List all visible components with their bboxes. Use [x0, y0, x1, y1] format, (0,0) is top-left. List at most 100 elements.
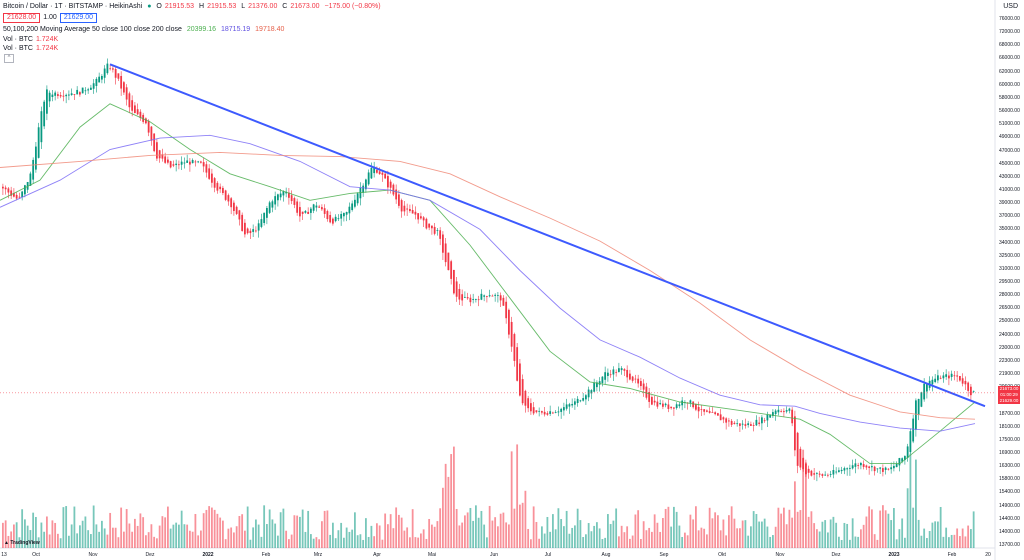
volume-bar	[541, 526, 543, 548]
candle-body	[271, 201, 274, 208]
volume-bar	[565, 510, 568, 548]
volume-bar	[651, 531, 653, 548]
ma-legend-label[interactable]: 50,100,200 Moving Average 50 close 100 c…	[3, 26, 182, 33]
volume-bar	[601, 539, 604, 548]
volume-bar	[334, 538, 337, 548]
volume-bar	[266, 524, 268, 548]
time-tick-label: Apr	[373, 552, 381, 558]
candle-body	[186, 160, 189, 163]
volume-bar	[585, 534, 587, 548]
candle-body	[417, 213, 420, 220]
volume-bar	[389, 514, 392, 548]
vol1-label[interactable]: Vol · BTC	[3, 36, 33, 43]
volume-bar	[233, 532, 235, 548]
volume-bar	[684, 532, 686, 548]
candle-body	[948, 375, 950, 379]
candle-body	[403, 205, 406, 212]
candle-body	[494, 294, 497, 296]
volume-bar	[205, 509, 208, 548]
candle-body	[274, 196, 277, 205]
price-tick-label: 35000.00	[999, 226, 1020, 233]
price-tick-label: 18700.00	[999, 410, 1020, 417]
candle-body	[860, 462, 862, 466]
volume-bar	[923, 528, 926, 548]
volume-bar	[318, 539, 321, 548]
volume-bar	[299, 516, 301, 548]
volume-bar	[268, 509, 271, 548]
candle-body	[164, 156, 167, 163]
volume-bar	[708, 507, 711, 548]
tradingview-logo[interactable]: ▲ TradingView	[4, 540, 40, 546]
candle-body	[337, 218, 340, 220]
price-tick-label: 24000.00	[999, 331, 1020, 338]
volume-bar	[79, 525, 81, 548]
volume-bar	[530, 539, 532, 548]
candle-body	[378, 171, 381, 175]
candle-body	[722, 417, 725, 420]
vol2-label[interactable]: Vol · BTC	[3, 45, 33, 52]
candle-body	[425, 218, 428, 229]
ask-box[interactable]: 21629.00	[59, 13, 98, 23]
candle-body	[791, 409, 794, 424]
volume-bar	[906, 488, 909, 548]
volume-bar	[695, 506, 697, 548]
volume-bar	[700, 527, 703, 548]
volume-legend-row-1: Vol · BTC 1.724K	[3, 35, 61, 44]
candle-body	[681, 400, 684, 406]
volume-bar	[645, 530, 648, 548]
price-tick-label: 60000.00	[999, 81, 1020, 88]
volume-bar	[725, 535, 728, 548]
candle-body	[931, 379, 934, 385]
candle-body	[95, 78, 98, 87]
candle-body	[436, 230, 439, 231]
volume-bar	[323, 510, 326, 548]
collapse-legend-button[interactable]: ^	[4, 54, 14, 63]
candle-body	[651, 396, 653, 405]
candle-body	[125, 87, 128, 100]
candle-body	[637, 378, 640, 384]
candle-body	[623, 369, 626, 371]
volume-bar	[497, 526, 499, 548]
candle-body	[912, 418, 915, 442]
volume-bar	[466, 512, 469, 548]
candle-body	[898, 458, 901, 466]
price-tick-label: 49000.00	[999, 134, 1020, 141]
volume-bar	[453, 446, 455, 548]
candle-body	[576, 398, 579, 404]
bid-box[interactable]: 21628.00	[3, 13, 41, 23]
candle-body	[725, 418, 728, 423]
candle-body	[585, 395, 587, 400]
candle-body	[172, 164, 175, 166]
volume-bar	[887, 513, 890, 548]
candle-body	[840, 469, 843, 472]
volume-bar	[147, 532, 150, 548]
candle-body	[708, 411, 711, 413]
volume-bar	[411, 509, 414, 548]
candle-body	[483, 295, 486, 297]
price-tag: 01:00:29	[998, 392, 1020, 399]
candle-body	[714, 412, 717, 415]
candle-body	[18, 196, 21, 198]
candle-body	[937, 375, 939, 381]
candle-body	[348, 206, 351, 214]
candle-body	[648, 392, 651, 402]
volume-bar	[398, 514, 400, 548]
price-tick-label: 76000.00	[999, 16, 1020, 22]
volume-bar	[219, 517, 222, 548]
vol2-value: 1.724K	[35, 45, 59, 52]
currency-label[interactable]: USD	[1003, 3, 1018, 10]
volume-bar	[477, 517, 480, 548]
price-tick-label: 66000.00	[999, 55, 1020, 62]
symbol-title[interactable]: Bitcoin / Dollar · 1T · BITSTAMP · Heiki…	[3, 3, 143, 10]
volume-bar	[109, 512, 112, 548]
volume-bar	[796, 511, 799, 548]
volume-bar	[296, 515, 299, 548]
volume-bar	[406, 527, 409, 548]
price-tick-label: 45000.00	[999, 160, 1020, 167]
volume-bar	[901, 518, 904, 548]
candle-body	[395, 189, 398, 200]
volume-bar	[301, 509, 304, 548]
volume-bar	[134, 518, 136, 548]
candle-body	[54, 92, 57, 96]
